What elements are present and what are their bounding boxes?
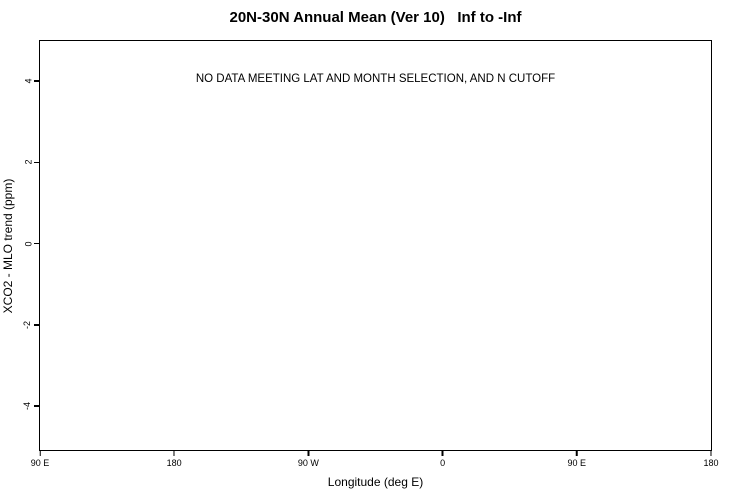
x-tick-label: 0: [440, 458, 446, 468]
x-tick: 180: [703, 450, 719, 468]
y-tick-label: 0: [23, 240, 34, 247]
y-tick-mark: [34, 324, 40, 326]
x-tick-label: 180: [703, 458, 719, 468]
y-tick-mark: [34, 405, 40, 407]
y-tick: -2: [21, 320, 40, 330]
x-axis-title: Longitude (deg E): [327, 475, 424, 489]
y-tick-label: 4: [23, 78, 34, 84]
x-tick: 90 E: [30, 450, 50, 468]
chart-title: 20N-30N Annual Mean (Ver 10) Inf to -Inf: [229, 9, 522, 26]
y-tick: -4: [21, 401, 40, 411]
y-tick-label: -4: [21, 401, 32, 411]
x-tick-label: 90 E: [567, 458, 587, 468]
x-tick-label: 90 E: [30, 458, 50, 468]
no-data-message: NO DATA MEETING LAT AND MONTH SELECTION,…: [195, 73, 556, 85]
x-tick-label: 90 W: [297, 458, 319, 468]
y-tick-mark: [34, 80, 40, 82]
y-tick-label: 2: [23, 159, 34, 165]
x-tick-mark: [576, 450, 578, 456]
x-tick-mark: [441, 450, 444, 456]
x-tick: 90 W: [298, 450, 319, 468]
y-tick: 2: [23, 157, 40, 167]
x-tick: 90 E: [567, 450, 587, 468]
x-tick-mark: [39, 450, 41, 456]
y-tick-label: -2: [21, 320, 32, 329]
y-axis-title-text: XCO2 - MLO trend (ppm): [1, 178, 15, 314]
y-tick: 0: [23, 239, 40, 249]
y-tick-mark: [34, 242, 40, 245]
x-tick-label: 180: [166, 458, 182, 468]
y-tick-mark: [34, 161, 40, 163]
x-tick: 180: [167, 450, 182, 468]
x-tick: 0: [440, 450, 445, 468]
x-tick-mark: [307, 450, 310, 456]
plot-area: NO DATA MEETING LAT AND MONTH SELECTION,…: [22, 40, 719, 468]
x-tick-mark: [710, 450, 712, 456]
x-tick-mark: [173, 450, 175, 456]
y-tick: 4: [23, 76, 40, 86]
